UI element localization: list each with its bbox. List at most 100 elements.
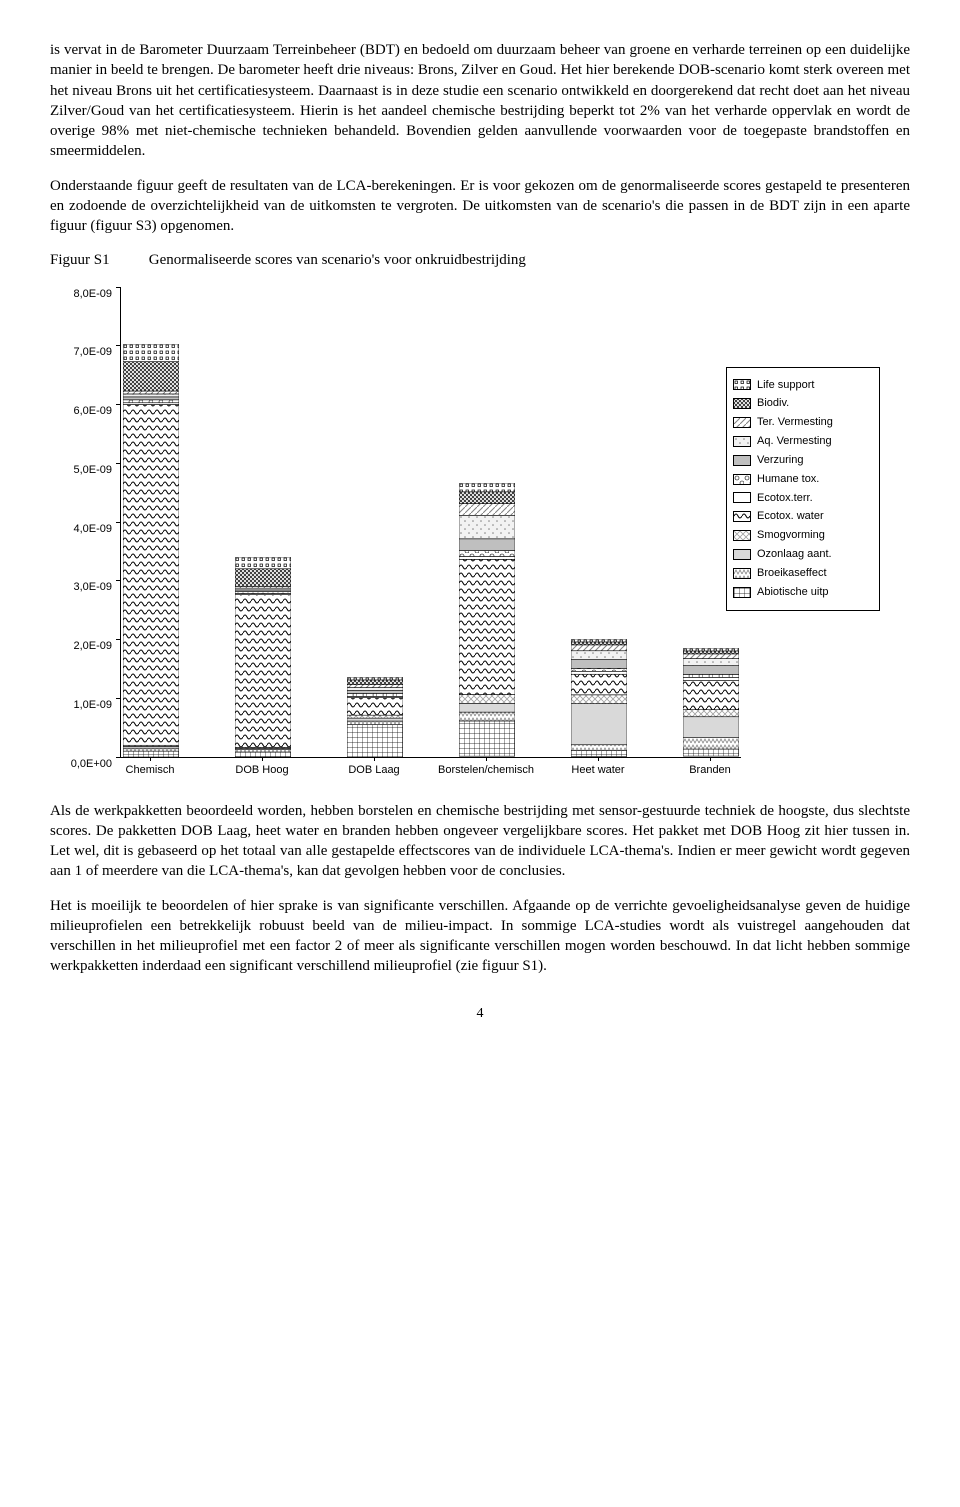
legend-swatch-abiot <box>733 587 751 598</box>
bar-segment-aq_verm <box>683 659 739 666</box>
bar-segment-smog <box>459 695 515 704</box>
legend-label: Biodiv. <box>757 396 789 411</box>
bar-segment-verzuring <box>347 690 403 693</box>
paragraph-3: Als de werkpakketten beoordeeld worden, … <box>50 801 910 882</box>
bar-segment-ecotox_water <box>459 560 515 695</box>
legend-swatch-broeikas <box>733 568 751 579</box>
chart-figure-s1: Life support Biodiv. Ter. Vermesting Aq. Ve… <box>50 277 870 797</box>
bar-column <box>123 344 179 757</box>
legend-swatch-ecotox_water <box>733 511 751 522</box>
bar-segment-ecotox_water <box>347 697 403 715</box>
bar-segment-life_support <box>235 557 291 569</box>
page-number: 4 <box>50 1005 910 1024</box>
bar-segment-ter_verm <box>571 645 627 651</box>
bar-segment-biodiv <box>683 651 739 654</box>
bar-segment-ter_verm <box>347 684 403 687</box>
legend-item: Broeikaseffect <box>733 566 873 581</box>
bar-segment-ecotox_terr <box>571 671 627 674</box>
y-tick <box>116 757 120 758</box>
bar-segment-aq_verm <box>571 651 627 660</box>
bar-segment-humane <box>347 693 403 696</box>
bar-segment-humane <box>683 675 739 678</box>
legend-label: Aq. Vermesting <box>757 434 832 449</box>
legend-item: Smogvorming <box>733 528 873 543</box>
legend-item: Ecotox.terr. <box>733 491 873 506</box>
legend-swatch-humane <box>733 474 751 485</box>
bar-segment-abiot <box>459 721 515 756</box>
legend-item: Verzuring <box>733 453 873 468</box>
bar-segment-aq_verm <box>123 393 179 396</box>
bar-segment-smog <box>571 695 627 704</box>
legend-item: Aq. Vermesting <box>733 434 873 449</box>
y-tick <box>116 463 120 464</box>
bar-segment-ecotox_water <box>683 681 739 710</box>
legend-item: Biodiv. <box>733 396 873 411</box>
y-tick <box>116 404 120 405</box>
bar-segment-verzuring <box>571 660 627 669</box>
x-category-label: DOB Laag <box>348 763 399 778</box>
bar-segment-ecotox_terr <box>683 678 739 681</box>
legend-label: Ecotox.terr. <box>757 491 813 506</box>
paragraph-4: Het is moeilijk te beoordelen of hier sp… <box>50 896 910 977</box>
bar-segment-broeikas <box>459 712 515 721</box>
x-category-label: Branden <box>689 763 731 778</box>
bar-segment-abiot <box>571 751 627 757</box>
bar-segment-verzuring <box>123 396 179 399</box>
legend-item: Ter. Vermesting <box>733 415 873 430</box>
x-tick <box>710 757 711 761</box>
bar-segment-biodiv <box>459 492 515 504</box>
figure-label: Figuur S1 <box>50 250 145 270</box>
legend-label: Ozonlaag aant. <box>757 547 832 562</box>
figure-caption: Genormaliseerde scores van scenario's vo… <box>149 252 526 268</box>
bar-segment-humane <box>459 551 515 557</box>
y-tick-label: 6,0E-09 <box>50 404 112 416</box>
y-tick-label: 7,0E-09 <box>50 345 112 357</box>
bar-segment-ter_verm <box>683 654 739 659</box>
bar-segment-ecotox_water <box>235 594 291 747</box>
y-tick-label: 3,0E-09 <box>50 580 112 592</box>
x-category-label: Borstelen/chemisch <box>438 763 534 778</box>
legend-swatch-ecotox_terr <box>733 492 751 503</box>
legend-swatch-ter_verm <box>733 417 751 428</box>
chart-plot-area <box>120 287 741 758</box>
bar-segment-abiot <box>235 752 291 757</box>
bar-segment-broeikas <box>235 749 291 751</box>
legend-label: Abiotische uitp <box>757 585 829 600</box>
bar-segment-biodiv <box>123 361 179 390</box>
x-tick <box>598 757 599 761</box>
y-tick <box>116 522 120 523</box>
bar-segment-humane <box>571 668 627 671</box>
bar-column <box>235 557 291 757</box>
chart-legend: Life support Biodiv. Ter. Vermesting Aq. Ve… <box>726 367 880 611</box>
y-tick <box>116 287 120 288</box>
legend-label: Humane tox. <box>757 472 819 487</box>
bar-segment-verzuring <box>683 666 739 675</box>
y-tick-label: 1,0E-09 <box>50 698 112 710</box>
y-tick <box>116 580 120 581</box>
y-tick-label: 8,0E-09 <box>50 287 112 299</box>
legend-item: Ozonlaag aant. <box>733 547 873 562</box>
bar-column <box>683 648 739 756</box>
bar-segment-ecotox_terr <box>459 557 515 560</box>
legend-swatch-smog <box>733 530 751 541</box>
bar-segment-biodiv <box>347 680 403 685</box>
bar-segment-life_support <box>571 639 627 642</box>
figure-caption-row: Figuur S1 Genormaliseerde scores van sce… <box>50 250 910 270</box>
y-tick <box>116 698 120 699</box>
bar-segment-broeikas <box>571 745 627 751</box>
legend-item: Abiotische uitp <box>733 585 873 600</box>
y-tick <box>116 345 120 346</box>
bar-segment-ecotox_water <box>571 674 627 695</box>
bar-segment-humane <box>123 399 179 402</box>
x-category-label: Heet water <box>571 763 624 778</box>
paragraph-2: Onderstaande figuur geeft de resultaten … <box>50 176 910 237</box>
paragraph-1: is vervat in de Barometer Duurzaam Terre… <box>50 40 910 162</box>
legend-swatch-life_support <box>733 379 751 390</box>
legend-item: Ecotox. water <box>733 509 873 524</box>
legend-label: Life support <box>757 378 814 393</box>
legend-label: Broeikaseffect <box>757 566 827 581</box>
bar-segment-ozon <box>683 717 739 738</box>
bar-segment-smog <box>347 715 403 718</box>
bar-segment-broeikas <box>123 748 179 751</box>
y-tick-label: 4,0E-09 <box>50 522 112 534</box>
